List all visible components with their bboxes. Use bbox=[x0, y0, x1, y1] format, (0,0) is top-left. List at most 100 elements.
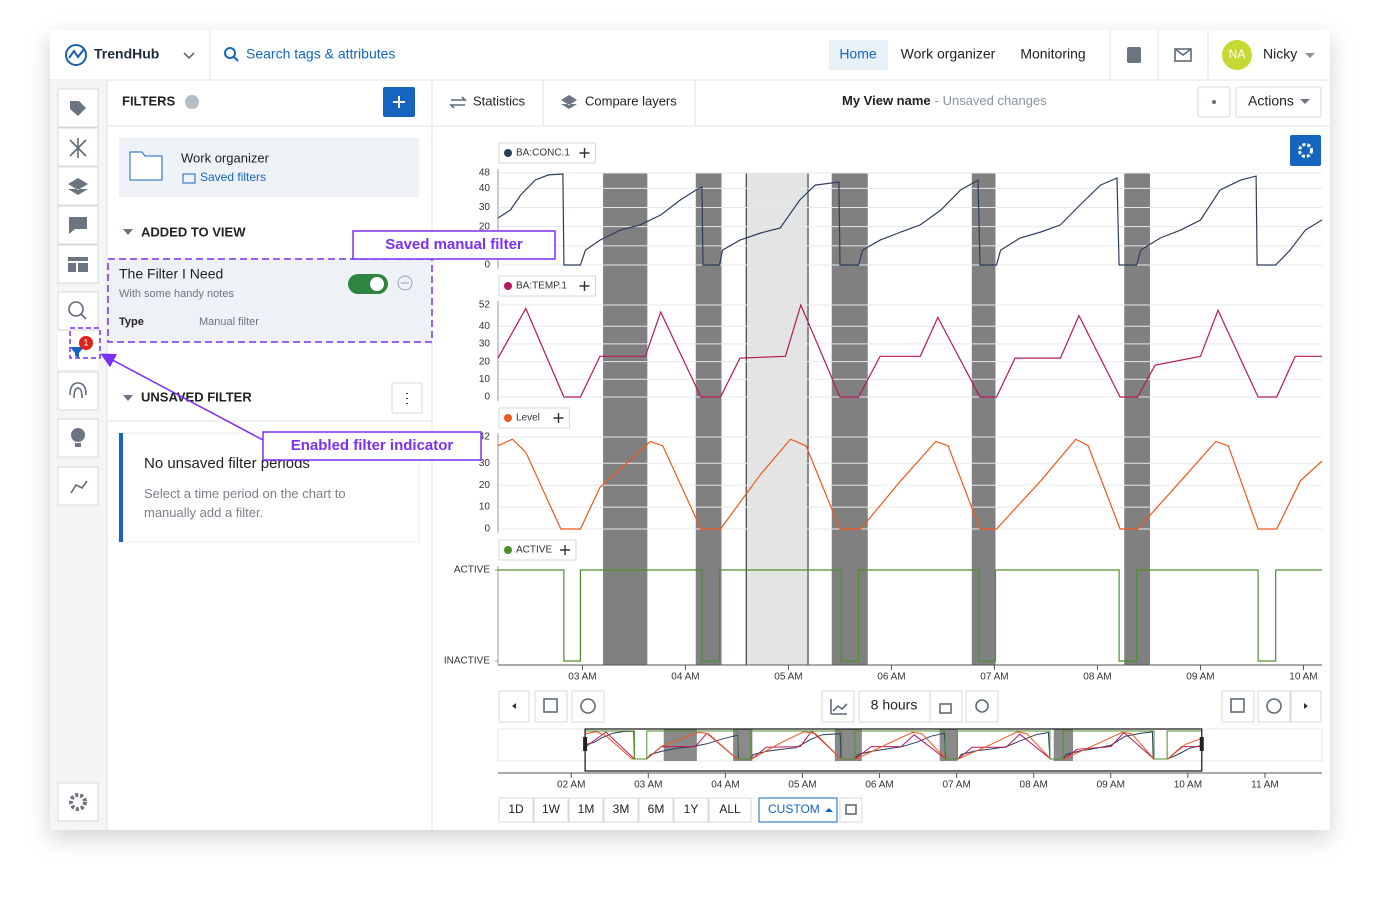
rail-buttons bbox=[57, 88, 99, 822]
range-buttons: 1D 1W 1M 3M 6M 1Y ALL bbox=[498, 797, 752, 823]
series-dot bbox=[504, 546, 512, 554]
gear-icon bbox=[1298, 143, 1313, 158]
empty-text: Select a time period on the chart to man… bbox=[144, 486, 346, 520]
range-button[interactable] bbox=[673, 797, 709, 823]
actions-label: Actions bbox=[1248, 93, 1294, 109]
y-tick-label: 0 bbox=[484, 392, 490, 403]
start-time-button[interactable] bbox=[571, 690, 605, 723]
search-rail-icon bbox=[68, 301, 84, 317]
navigator-tick-label: 02 AM bbox=[557, 780, 585, 791]
nav-active-bg bbox=[829, 40, 888, 70]
series-chip[interactable] bbox=[498, 275, 596, 297]
series-dot bbox=[504, 282, 512, 290]
move-icon bbox=[553, 413, 564, 423]
start-date-button[interactable] bbox=[534, 690, 568, 723]
selected-period bbox=[745, 172, 809, 666]
saved-filters-link[interactable]: Saved filters bbox=[200, 170, 266, 184]
time-controls: 8 hours bbox=[498, 690, 1322, 723]
statistics-icon bbox=[449, 96, 467, 109]
series-line bbox=[497, 303, 1322, 398]
series-dot bbox=[504, 414, 512, 422]
range-label: 1M bbox=[578, 802, 595, 816]
range-button[interactable] bbox=[533, 797, 569, 823]
statistics-button[interactable]: Statistics bbox=[473, 93, 526, 108]
y-tick-label: 40 bbox=[479, 183, 491, 194]
range-button[interactable] bbox=[568, 797, 604, 823]
end-time-button[interactable] bbox=[1257, 690, 1291, 723]
search-rail-handle bbox=[80, 313, 87, 320]
help-button[interactable] bbox=[1127, 47, 1141, 63]
calendar-icon bbox=[543, 698, 558, 713]
navigator-tick-label: 06 AM bbox=[865, 780, 893, 791]
y-tick-label: 10 bbox=[479, 374, 491, 385]
search-input[interactable]: Search tags & attributes bbox=[246, 46, 395, 62]
history-button[interactable] bbox=[965, 690, 999, 723]
range-button[interactable] bbox=[708, 797, 752, 823]
clock-icon bbox=[580, 698, 596, 714]
collapse-icon[interactable] bbox=[123, 395, 133, 401]
filter-badge-count: 1 bbox=[83, 337, 88, 347]
work-organizer-card[interactable] bbox=[119, 138, 419, 197]
series-chip[interactable] bbox=[498, 407, 570, 429]
series-line bbox=[497, 173, 1323, 266]
range-label: 1D bbox=[508, 802, 524, 816]
plus-icon bbox=[393, 96, 405, 108]
series-chip[interactable] bbox=[498, 539, 577, 561]
unsaved-section-title: UNSAVED FILTER bbox=[141, 389, 252, 404]
filter-notes: With some handy notes bbox=[119, 288, 234, 300]
move-icon bbox=[579, 148, 590, 158]
settings-icon bbox=[69, 793, 87, 811]
clock-icon bbox=[1266, 698, 1282, 714]
filter-badge bbox=[79, 336, 93, 350]
added-section-title: ADDED TO VIEW bbox=[141, 224, 246, 239]
custom-range-button[interactable] bbox=[839, 797, 863, 823]
range-button[interactable] bbox=[638, 797, 674, 823]
compare-button[interactable]: Compare layers bbox=[585, 93, 677, 108]
nav-work-organizer[interactable]: Work organizer bbox=[901, 46, 996, 62]
actions-button[interactable] bbox=[1235, 86, 1322, 118]
collapse-icon[interactable] bbox=[123, 229, 133, 235]
range-label: 3M bbox=[613, 802, 630, 816]
annotation-box bbox=[262, 431, 482, 461]
nav-home[interactable]: Home bbox=[839, 46, 877, 62]
y-tick-label: 20 bbox=[479, 356, 491, 367]
search-button[interactable] bbox=[57, 291, 99, 331]
user-chevron[interactable] bbox=[1305, 53, 1315, 58]
series-line bbox=[497, 438, 1323, 530]
custom-button[interactable] bbox=[758, 797, 838, 823]
chart-settings-button[interactable] bbox=[1290, 135, 1321, 166]
filters-help[interactable] bbox=[185, 95, 199, 109]
series-chip[interactable] bbox=[498, 142, 596, 164]
user-name[interactable]: Nicky bbox=[1263, 46, 1297, 62]
lock-icon bbox=[939, 703, 952, 714]
avatar-initials: NA bbox=[1229, 47, 1246, 61]
window-handle[interactable] bbox=[1199, 737, 1204, 751]
empty-card-accent bbox=[119, 433, 123, 542]
lock-button[interactable] bbox=[929, 690, 963, 723]
avatar[interactable] bbox=[1222, 40, 1252, 70]
end-date-button[interactable] bbox=[1221, 690, 1255, 723]
logo-chevron[interactable] bbox=[183, 52, 195, 60]
range-button[interactable] bbox=[498, 797, 534, 823]
nav-monitoring[interactable]: Monitoring bbox=[1020, 46, 1085, 62]
y-tick-label: 40 bbox=[479, 321, 491, 332]
filter-type-value: Manual filter bbox=[199, 316, 259, 328]
remove-filter[interactable] bbox=[397, 275, 413, 291]
mail-button[interactable] bbox=[1174, 48, 1192, 62]
network-icon bbox=[70, 480, 88, 494]
navigator-tick-label: 03 AM bbox=[634, 780, 662, 791]
annotation-outline bbox=[107, 258, 433, 343]
duration-box[interactable] bbox=[858, 690, 931, 723]
settings-button[interactable] bbox=[57, 782, 99, 822]
fingerprint-button[interactable] bbox=[57, 371, 99, 411]
more-button[interactable] bbox=[391, 382, 423, 414]
navigator-tick-label: 08 AM bbox=[1020, 780, 1048, 791]
y-tick-label: 48 bbox=[479, 168, 491, 179]
range-button[interactable] bbox=[603, 797, 639, 823]
window-handle[interactable] bbox=[583, 737, 588, 751]
logo-icon bbox=[65, 44, 87, 66]
filter-period bbox=[603, 173, 648, 665]
y-tick-label: INACTIVE bbox=[444, 656, 490, 667]
custom-chevron bbox=[825, 808, 833, 812]
duration: 8 hours bbox=[871, 697, 918, 713]
